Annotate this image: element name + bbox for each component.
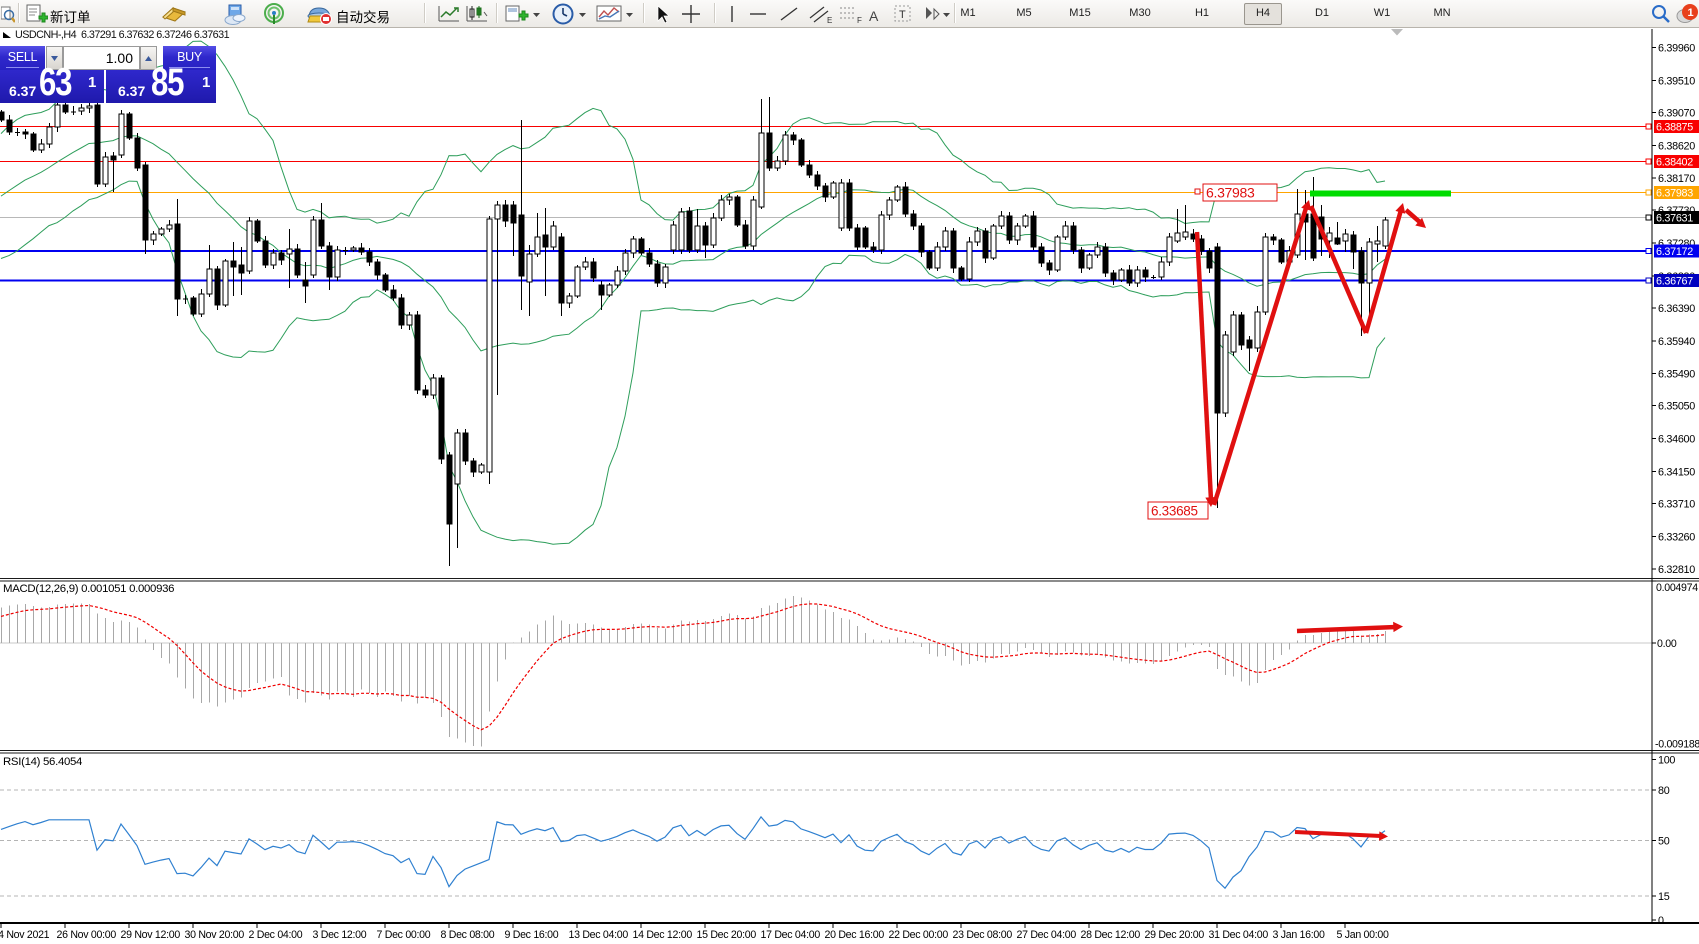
svg-text:RSI(14) 56.4054: RSI(14) 56.4054 (3, 756, 82, 768)
svg-text:23 Dec 08:00: 23 Dec 08:00 (953, 929, 1013, 941)
svg-text:6.37631: 6.37631 (1656, 213, 1693, 225)
svg-text:2 Dec 04:00: 2 Dec 04:00 (249, 929, 303, 941)
svg-text:20 Dec 16:00: 20 Dec 16:00 (825, 929, 885, 941)
svg-text:6.35050: 6.35050 (1658, 401, 1695, 413)
svg-text:6.37983: 6.37983 (1656, 188, 1693, 200)
svg-text:28 Dec 12:00: 28 Dec 12:00 (1081, 929, 1141, 941)
svg-text:29 Dec 20:00: 29 Dec 20:00 (1145, 929, 1205, 941)
svg-text:E: E (827, 16, 832, 25)
svg-text:29 Nov 12:00: 29 Nov 12:00 (121, 929, 181, 941)
svg-text:6.36767: 6.36767 (1656, 276, 1693, 288)
svg-text:15: 15 (1658, 891, 1670, 903)
svg-text:15 Dec 20:00: 15 Dec 20:00 (697, 929, 757, 941)
svg-text:6.34150: 6.34150 (1658, 466, 1695, 478)
svg-text:8 Dec 08:00: 8 Dec 08:00 (441, 929, 495, 941)
svg-text:6.37172: 6.37172 (1656, 246, 1693, 258)
svg-text:17 Dec 04:00: 17 Dec 04:00 (761, 929, 821, 941)
svg-text:22 Dec 00:00: 22 Dec 00:00 (889, 929, 949, 941)
svg-text:5 Jan 00:00: 5 Jan 00:00 (1337, 929, 1389, 941)
svg-text:26 Nov 00:00: 26 Nov 00:00 (57, 929, 117, 941)
svg-text:50: 50 (1658, 836, 1670, 848)
svg-text:6.39960: 6.39960 (1658, 43, 1695, 55)
svg-text:6.38875: 6.38875 (1656, 122, 1693, 134)
svg-text:0: 0 (1658, 915, 1664, 927)
svg-text:7 Dec 00:00: 7 Dec 00:00 (377, 929, 431, 941)
svg-text:27 Dec 04:00: 27 Dec 04:00 (1017, 929, 1077, 941)
svg-text:6.38620: 6.38620 (1658, 140, 1695, 152)
svg-text:100: 100 (1658, 755, 1675, 767)
svg-text:F: F (857, 16, 862, 25)
svg-text:24 Nov 2021: 24 Nov 2021 (0, 929, 50, 941)
svg-text:USDCNH-,H4 6.37291 6.37632 6.: USDCNH-,H4 6.37291 6.37632 6.37246 6.376… (15, 29, 230, 41)
svg-text:6.33260: 6.33260 (1658, 531, 1695, 543)
svg-text:6.35490: 6.35490 (1658, 369, 1695, 381)
svg-text:6.38170: 6.38170 (1658, 173, 1695, 185)
svg-text:6.36390: 6.36390 (1658, 303, 1695, 315)
svg-text:80: 80 (1658, 785, 1670, 797)
svg-text:13 Dec 04:00: 13 Dec 04:00 (569, 929, 629, 941)
svg-text:0.00: 0.00 (1657, 638, 1677, 650)
svg-text:6.38402: 6.38402 (1656, 157, 1693, 169)
svg-text:6.33710: 6.33710 (1658, 499, 1695, 511)
svg-text:MACD(12,26,9) 0.001051 0.00093: MACD(12,26,9) 0.001051 0.000936 (3, 583, 174, 595)
svg-text:6.37983: 6.37983 (1206, 185, 1255, 201)
svg-text:0.004974: 0.004974 (1656, 582, 1698, 594)
svg-text:3 Jan 16:00: 3 Jan 16:00 (1273, 929, 1325, 941)
svg-text:3 Dec 12:00: 3 Dec 12:00 (313, 929, 367, 941)
svg-text:-0.009188: -0.009188 (1655, 739, 1699, 751)
svg-text:1: 1 (1688, 7, 1694, 19)
svg-text:6.34600: 6.34600 (1658, 434, 1695, 446)
svg-text:6.35940: 6.35940 (1658, 336, 1695, 348)
svg-text:T: T (899, 9, 906, 21)
svg-text:6.33685: 6.33685 (1151, 504, 1198, 519)
svg-text:30 Nov 20:00: 30 Nov 20:00 (185, 929, 245, 941)
svg-text:6.32810: 6.32810 (1658, 564, 1695, 576)
svg-text:31 Dec 04:00: 31 Dec 04:00 (1209, 929, 1269, 941)
svg-text:9 Dec 16:00: 9 Dec 16:00 (505, 929, 559, 941)
svg-text:14 Dec 12:00: 14 Dec 12:00 (633, 929, 693, 941)
svg-text:6.39070: 6.39070 (1658, 107, 1695, 119)
svg-text:6.39510: 6.39510 (1658, 75, 1695, 87)
